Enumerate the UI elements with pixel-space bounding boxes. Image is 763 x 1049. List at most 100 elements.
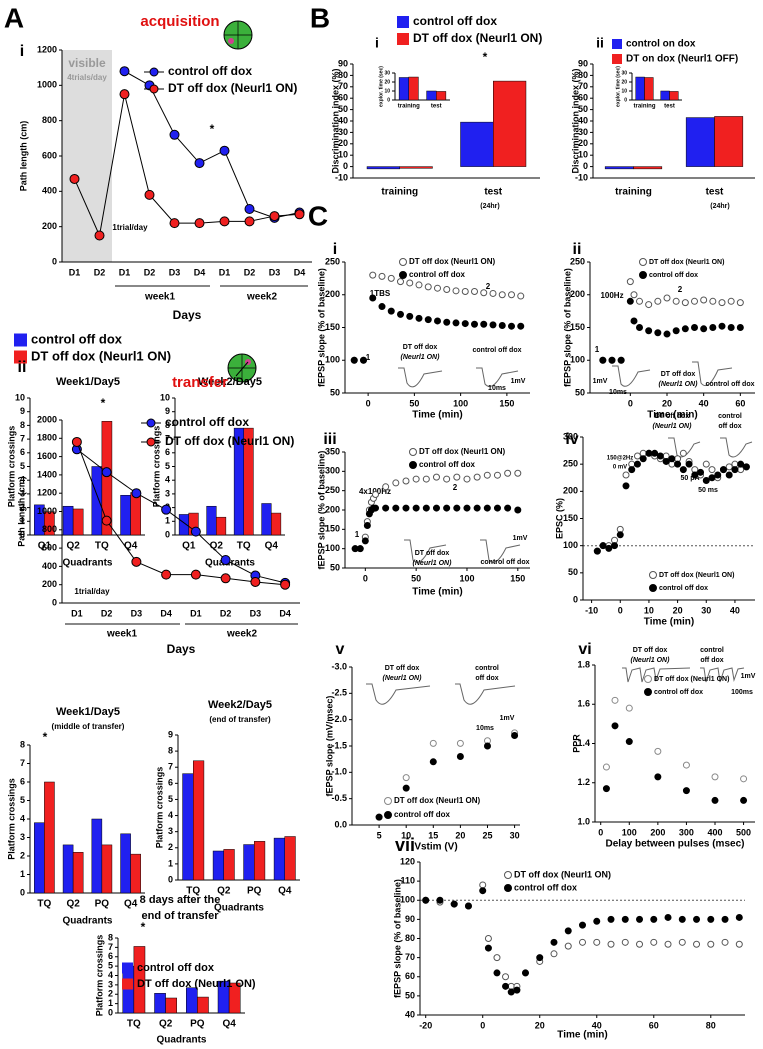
y-tick-label: 70 <box>578 81 588 91</box>
point <box>161 504 172 515</box>
point <box>693 915 701 923</box>
point <box>550 950 558 958</box>
series-line <box>76 448 286 584</box>
y-tick-label: 200 <box>325 289 340 299</box>
annotation: DT off dox <box>415 550 450 557</box>
series-line <box>74 94 300 238</box>
point <box>636 915 644 923</box>
point <box>402 504 410 512</box>
y-tick-label: 0 <box>52 597 57 607</box>
point <box>742 463 750 471</box>
annotation: (24hr) <box>710 203 729 210</box>
legend-marker <box>409 461 417 469</box>
point <box>190 526 201 537</box>
x-tick-label: 0 <box>618 605 623 615</box>
y-tick-label: 150 <box>570 322 585 332</box>
point <box>617 356 625 364</box>
bar <box>44 511 55 536</box>
y-tick-label: 0 <box>573 594 578 604</box>
y-axis-label: fEPSP slope (% of baseline) <box>316 451 326 570</box>
point <box>402 477 410 485</box>
bar <box>120 833 131 894</box>
point <box>721 915 729 923</box>
point <box>508 291 515 299</box>
bar <box>271 512 282 536</box>
point <box>681 325 689 333</box>
point <box>719 466 727 474</box>
annotation: * <box>43 730 48 744</box>
point <box>678 915 686 923</box>
annotation: 1trial/day <box>112 223 148 232</box>
bar <box>216 516 227 536</box>
bar <box>101 421 113 536</box>
point <box>504 469 512 477</box>
y-tick-label: 6 <box>165 447 170 457</box>
point <box>700 325 708 333</box>
bar <box>633 166 663 170</box>
x-tick-label: 400 <box>707 827 722 837</box>
x-tick-label: Q1 <box>182 541 196 552</box>
x-axis-label: Quadrants <box>62 558 112 569</box>
bar <box>197 996 209 1014</box>
point <box>736 324 744 331</box>
point <box>502 973 510 981</box>
legend-marker <box>149 84 159 94</box>
point <box>483 471 491 479</box>
x-tick-label: Q2 <box>159 1019 173 1030</box>
point <box>489 289 497 297</box>
y-tick-label: 40 <box>405 1009 415 1019</box>
legend-marker <box>384 797 392 805</box>
point <box>611 696 619 704</box>
point <box>702 460 710 468</box>
point <box>452 319 460 327</box>
legend-swatch <box>397 33 409 45</box>
point <box>387 274 395 282</box>
point <box>679 449 687 457</box>
legend-label: control off dox <box>31 331 123 346</box>
y-tick-label: 10 <box>15 392 25 402</box>
annotation: off dox <box>718 423 741 430</box>
annotation: 1 <box>595 345 600 354</box>
legend-marker <box>644 675 652 683</box>
x-tick-label: 100 <box>622 827 637 837</box>
legend-label: DT off dox (Neurl1 ON) <box>394 796 481 805</box>
x-axis-label: Quadrants <box>62 916 112 927</box>
point <box>456 753 464 761</box>
x-tick-label: 20 <box>662 398 672 408</box>
annotation: 1mV <box>511 378 526 385</box>
point <box>654 329 662 337</box>
point <box>718 322 726 330</box>
bar <box>399 166 433 169</box>
annotation: 2 <box>486 282 491 291</box>
bar <box>243 844 255 881</box>
point <box>708 474 716 482</box>
bar <box>426 90 437 101</box>
annotation: week2 <box>226 629 257 640</box>
point <box>350 356 358 364</box>
panel-label: iv <box>565 431 578 448</box>
y-axis-label: EPSC (%) <box>554 498 564 539</box>
point <box>415 281 423 289</box>
point <box>484 935 492 942</box>
y-tick-label: 100 <box>570 355 585 365</box>
point <box>727 297 735 305</box>
point <box>650 915 658 923</box>
x-tick-label: Q1 <box>38 541 52 552</box>
y-tick-label: 2000 <box>37 414 57 424</box>
y-tick-label: 0.0 <box>334 819 347 829</box>
y-tick-label: 600 <box>42 542 57 552</box>
legend-swatch <box>14 350 27 364</box>
legend-marker <box>399 271 407 279</box>
bar <box>154 993 166 1014</box>
annotation: 4trials/day <box>67 73 107 82</box>
y-tick-label: 30 <box>384 70 390 76</box>
y-axis-label: explor. time (sec) <box>615 66 621 107</box>
legend-label: DT off dox (Neurl1 ON) <box>654 676 729 683</box>
point <box>626 297 634 305</box>
legend-marker <box>409 448 417 456</box>
point <box>645 301 653 309</box>
y-tick-label: 9 <box>168 729 173 739</box>
legend-marker <box>384 811 392 819</box>
y-tick-label: 0 <box>20 887 25 897</box>
point <box>169 218 180 229</box>
